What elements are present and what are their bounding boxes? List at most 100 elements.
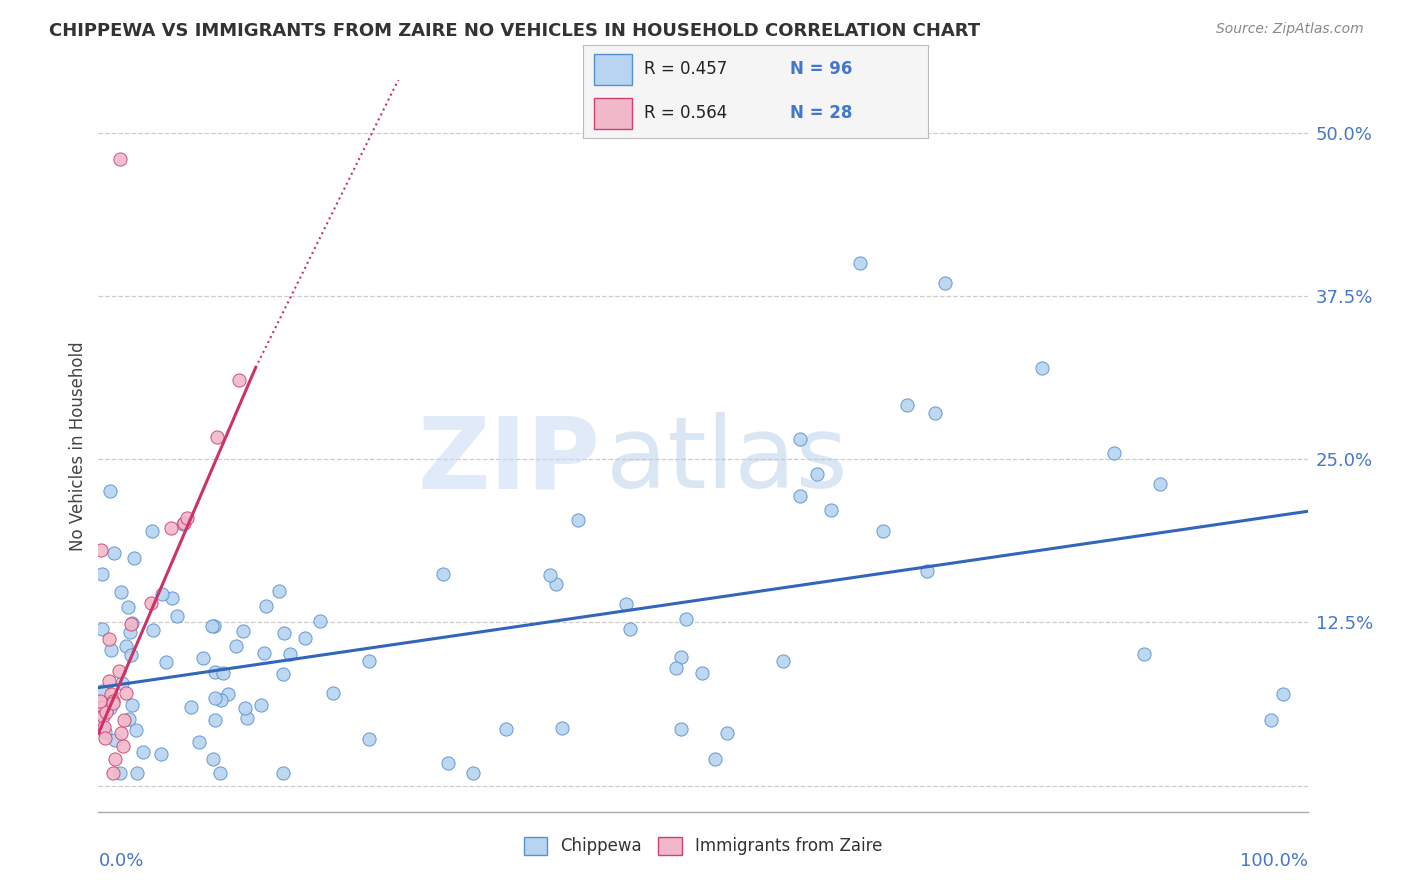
Point [160, 591, 183, 605]
Point [104, 752, 127, 766]
Point [704, 752, 727, 766]
Point [91, 622, 114, 636]
Point [253, 646, 276, 660]
Point [896, 398, 918, 412]
FancyBboxPatch shape [593, 98, 631, 129]
Point [1272, 687, 1295, 701]
Point [155, 655, 177, 669]
Point [173, 516, 195, 530]
Text: atlas: atlas [606, 412, 848, 509]
Text: Source: ZipAtlas.com: Source: ZipAtlas.com [1216, 22, 1364, 37]
Point [495, 722, 517, 736]
Point [90, 684, 112, 698]
Point [120, 648, 142, 662]
Point [172, 516, 194, 531]
Point [872, 524, 894, 539]
Point [619, 622, 641, 636]
Y-axis label: No Vehicles in Household: No Vehicles in Household [69, 341, 87, 551]
Point [614, 597, 637, 611]
Point [125, 723, 148, 737]
Point [89, 694, 111, 708]
Point [100, 687, 122, 701]
Point [96, 705, 118, 719]
Point [110, 765, 132, 780]
Point [125, 765, 148, 780]
Point [91, 567, 114, 582]
Point [204, 691, 226, 706]
Point [772, 654, 794, 668]
Point [357, 732, 380, 747]
Point [101, 765, 124, 780]
Point [150, 586, 173, 600]
Point [176, 511, 198, 525]
Text: 100.0%: 100.0% [1240, 852, 1308, 870]
Point [110, 726, 132, 740]
Point [141, 524, 163, 538]
Point [690, 665, 713, 680]
Point [100, 643, 122, 657]
Point [201, 752, 224, 766]
Point [118, 712, 141, 726]
FancyBboxPatch shape [593, 54, 631, 85]
Point [114, 686, 136, 700]
Point [104, 732, 127, 747]
Point [142, 623, 165, 637]
Point [115, 639, 138, 653]
Point [110, 585, 132, 599]
Point [139, 596, 162, 610]
Point [117, 599, 139, 614]
Point [716, 726, 738, 740]
Point [271, 666, 294, 681]
Point [118, 625, 141, 640]
Point [671, 722, 693, 736]
Point [269, 584, 291, 599]
Point [249, 698, 271, 712]
Text: R = 0.564: R = 0.564 [644, 103, 727, 121]
Point [820, 502, 842, 516]
Point [149, 747, 172, 761]
Point [94, 731, 117, 746]
Point [432, 566, 454, 581]
Point [1031, 360, 1053, 375]
Point [924, 406, 946, 420]
Point [294, 632, 316, 646]
Point [806, 467, 828, 481]
Point [180, 700, 202, 714]
Point [915, 564, 938, 578]
Point [112, 714, 135, 728]
Point [107, 664, 129, 678]
Point [90, 700, 112, 714]
Point [98, 700, 121, 714]
Point [108, 152, 131, 166]
Point [1102, 445, 1125, 459]
Text: CHIPPEWA VS IMMIGRANTS FROM ZAIRE NO VEHICLES IN HOUSEHOLD CORRELATION CHART: CHIPPEWA VS IMMIGRANTS FROM ZAIRE NO VEH… [49, 22, 980, 40]
Text: R = 0.457: R = 0.457 [644, 61, 727, 78]
Point [551, 722, 574, 736]
Point [236, 710, 259, 724]
Point [98, 484, 121, 499]
Point [205, 430, 228, 444]
Point [101, 693, 124, 707]
Point [132, 745, 155, 759]
Point [121, 698, 143, 713]
Point [103, 546, 125, 560]
Point [849, 256, 872, 270]
Point [110, 675, 132, 690]
Point [90, 543, 112, 558]
Point [671, 650, 693, 665]
Legend: Chippewa, Immigrants from Zaire: Chippewa, Immigrants from Zaire [517, 830, 889, 862]
Point [271, 765, 294, 780]
Point [789, 489, 811, 503]
Point [228, 373, 250, 387]
Point [93, 720, 115, 734]
Point [232, 624, 254, 639]
Point [211, 665, 233, 680]
Point [201, 619, 224, 633]
Point [934, 276, 956, 290]
Point [89, 718, 111, 732]
Text: 0.0%: 0.0% [98, 852, 143, 870]
Point [1133, 647, 1156, 661]
Point [204, 713, 226, 727]
Point [121, 616, 143, 631]
Point [94, 725, 117, 739]
